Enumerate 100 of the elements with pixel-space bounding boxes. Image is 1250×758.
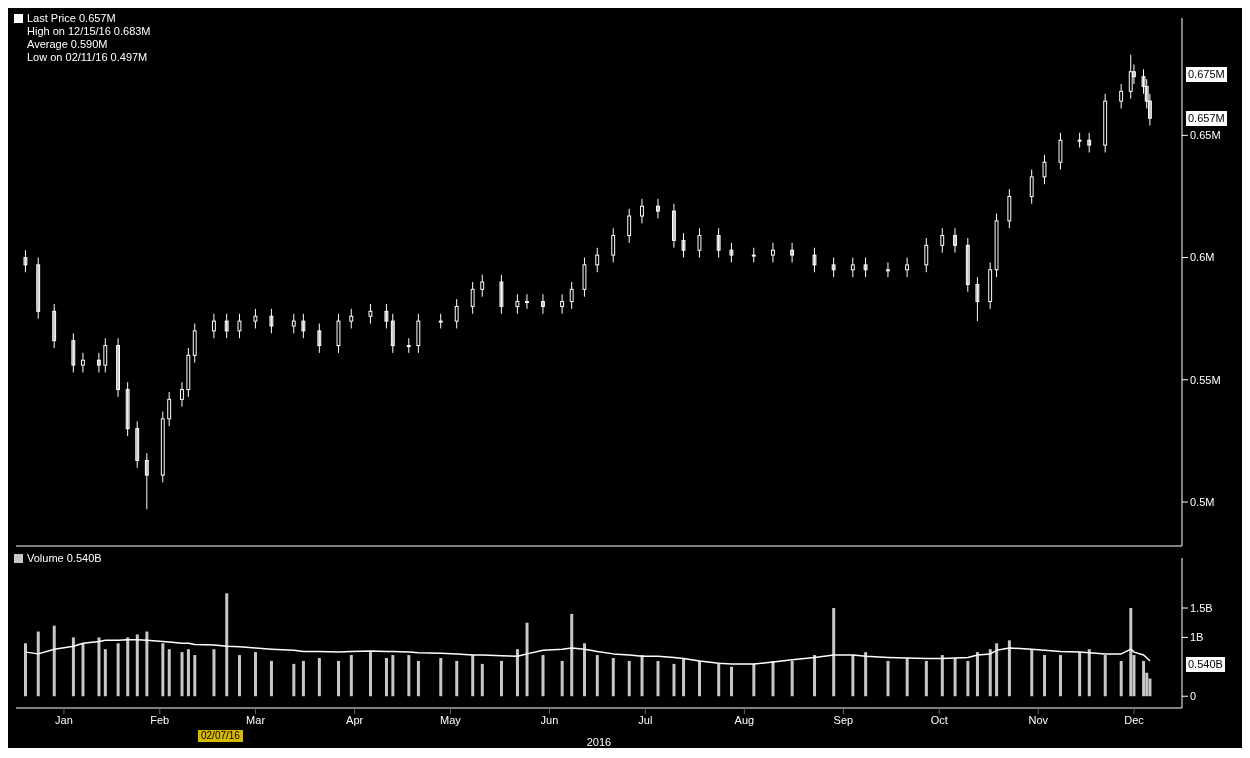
x-tick-label: Jul — [638, 713, 653, 726]
bar — [1087, 649, 1091, 697]
candlestick — [135, 420, 140, 469]
candlestick — [569, 281, 574, 310]
y-tick-label: 0.6M — [1190, 251, 1215, 264]
candlestick — [975, 276, 980, 322]
x-tick-label: Aug — [734, 713, 755, 726]
bar — [71, 637, 75, 697]
bar — [52, 625, 56, 697]
bar — [988, 649, 992, 697]
x-tick-label: Dec — [1124, 713, 1145, 726]
bar — [212, 649, 216, 697]
x-axis-title: 2016 — [586, 736, 612, 748]
candlestick — [812, 247, 817, 273]
bar — [384, 658, 388, 697]
y-tick-label: 1B — [1190, 631, 1204, 644]
bar — [23, 643, 27, 697]
candlestick — [1029, 169, 1034, 205]
candlestick — [1128, 54, 1133, 100]
bar — [301, 660, 305, 697]
candlestick — [224, 313, 229, 339]
bar — [771, 660, 775, 697]
bar — [640, 655, 644, 697]
candlestick — [965, 237, 970, 293]
bar — [116, 643, 120, 697]
bar — [1059, 655, 1063, 697]
bar — [407, 655, 411, 697]
y-tick-label: 0.65M — [1190, 129, 1221, 142]
bar — [560, 660, 564, 697]
bar — [729, 666, 733, 697]
bar — [480, 663, 484, 697]
x-tick-label: Apr — [346, 713, 364, 726]
bar — [186, 649, 190, 697]
candlestick — [103, 337, 108, 373]
candlestick — [269, 308, 274, 334]
bar — [995, 643, 999, 697]
candlestick — [237, 313, 242, 339]
bar — [391, 655, 395, 697]
bar — [471, 655, 475, 697]
y-tick-label: 0.5M — [1190, 495, 1215, 508]
bar — [975, 652, 979, 697]
bar — [851, 655, 855, 697]
candlestick — [390, 313, 395, 354]
bar — [717, 663, 721, 697]
candlestick — [924, 237, 929, 273]
bar — [541, 655, 545, 697]
candlestick — [180, 381, 184, 408]
x-tick-label: Jan — [55, 713, 73, 726]
bar — [81, 643, 85, 697]
candlestick — [1087, 132, 1092, 153]
bar — [1129, 608, 1133, 697]
bar — [940, 655, 944, 697]
candlestick — [291, 313, 296, 334]
candlestick — [384, 303, 389, 329]
candlestick — [1144, 78, 1149, 109]
annotation: Low on 02/11/16 0.497M — [26, 51, 149, 64]
candlestick — [253, 308, 258, 329]
candlestick — [71, 332, 76, 373]
annotation: 0.540B — [1185, 656, 1226, 674]
y-tick-label: 0.55M — [1190, 373, 1221, 386]
bar — [193, 655, 197, 697]
candlestick — [905, 257, 910, 278]
annotation: High on 12/15/16 0.683M — [26, 25, 151, 38]
candlestick — [301, 313, 306, 339]
candlestick — [697, 227, 702, 259]
candlestick — [790, 242, 795, 263]
bar — [656, 660, 660, 697]
bar — [97, 637, 101, 697]
bar — [832, 608, 836, 697]
bar — [145, 631, 149, 697]
candlestick — [1119, 83, 1124, 109]
candlestick — [125, 381, 130, 437]
x-tick-label: Nov — [1028, 713, 1049, 726]
candlestick — [886, 261, 890, 278]
candlestick — [167, 391, 172, 427]
bar — [570, 613, 574, 697]
bar — [253, 652, 257, 697]
bar — [180, 652, 184, 697]
line-series — [24, 639, 1151, 665]
candlestick — [454, 298, 459, 329]
candlestick — [80, 352, 85, 373]
x-tick-label: May — [440, 713, 462, 726]
candlestick — [96, 352, 101, 373]
bar — [886, 660, 890, 697]
candlestick — [144, 452, 149, 510]
bar — [416, 660, 420, 697]
bar — [317, 658, 321, 697]
bar — [1030, 649, 1034, 697]
candlestick — [23, 249, 28, 273]
candlestick — [515, 293, 520, 315]
candlestick — [850, 257, 855, 278]
bar — [790, 660, 794, 697]
candlestick — [863, 257, 868, 278]
bar — [905, 658, 909, 697]
bar — [368, 652, 372, 697]
bar — [611, 658, 615, 697]
bar — [864, 652, 868, 697]
bar — [499, 660, 503, 697]
candlestick — [317, 323, 322, 354]
legend-label: Volume 0.540B — [27, 552, 102, 565]
